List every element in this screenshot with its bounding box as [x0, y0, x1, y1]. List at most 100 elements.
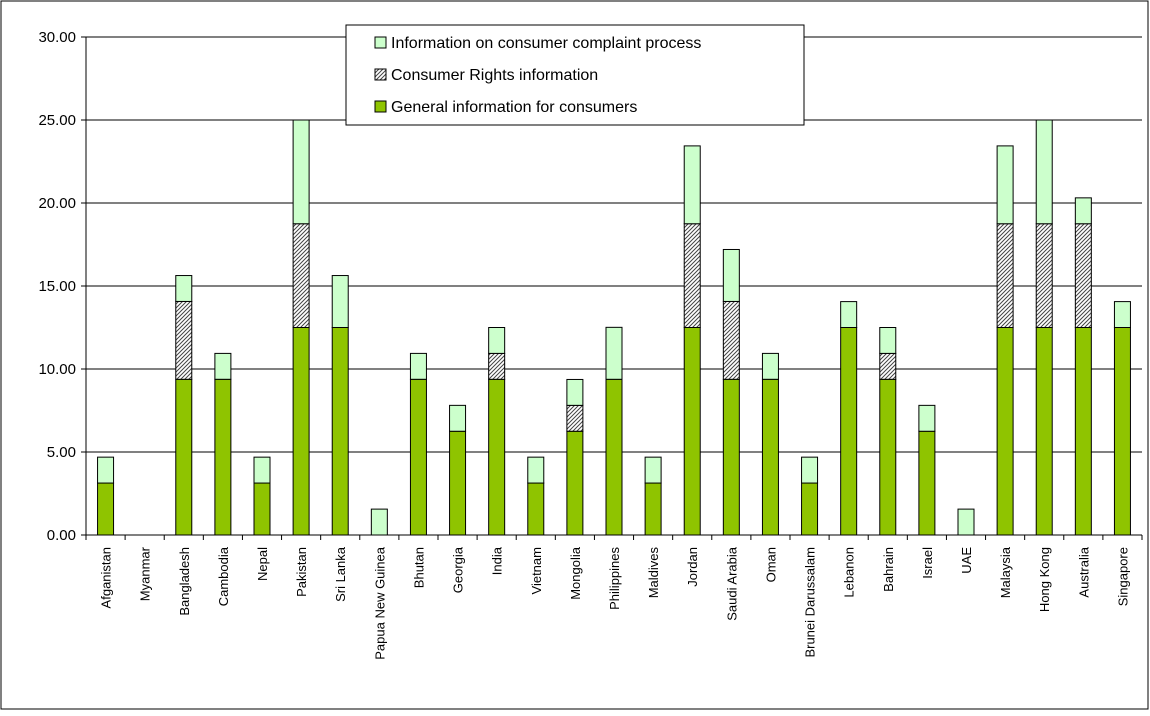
x-tick-label: Afganistan: [99, 547, 114, 608]
x-tick-label: Saudi Arabia: [724, 546, 739, 620]
x-tick-label: Georgia: [451, 546, 466, 593]
bar-segment: [761, 352, 779, 380]
x-tick-label: Bahrain: [881, 547, 896, 592]
bar-segment: [1035, 223, 1053, 328]
bar-segment: [1113, 327, 1131, 536]
y-tick-label: 10.00: [38, 361, 76, 378]
bar-segment: [253, 456, 271, 484]
x-tick-label: Malaysia: [998, 546, 1013, 598]
bar-segment: [370, 508, 388, 536]
x-tick-label: Jordan: [685, 547, 700, 587]
bar-segment: [996, 327, 1014, 536]
bar-segment: [1035, 119, 1053, 225]
bar-segment: [1074, 197, 1092, 225]
bar-segment: [879, 378, 897, 536]
bar-segment: [879, 327, 897, 354]
bar-segment: [488, 352, 506, 380]
bar-segment: [683, 145, 701, 225]
x-tick-label: Brunei Darussalam: [803, 547, 818, 658]
x-tick-label: Bangladesh: [177, 547, 192, 616]
legend-box: [345, 24, 805, 126]
x-tick-label: Nepal: [255, 547, 270, 581]
bar-segment: [449, 404, 467, 432]
bar-segment: [175, 300, 193, 380]
bar-segment: [1035, 327, 1053, 536]
bar-segment: [331, 327, 349, 536]
bar-segment: [292, 119, 310, 225]
x-tick-label: Papua New Guinea: [372, 546, 387, 660]
bar-segment: [527, 456, 545, 484]
bar-segment: [918, 430, 936, 536]
bar-segment: [409, 352, 427, 380]
x-tick-label: UAE: [959, 547, 974, 574]
bar-segment: [996, 145, 1014, 225]
bar-segment: [488, 327, 506, 354]
legend-label: General information for consumers: [391, 99, 637, 116]
x-tick-label: Bhutan: [411, 547, 426, 588]
bars: [97, 119, 1131, 536]
x-tick-label: Vietnam: [529, 547, 544, 594]
bar-segment: [566, 404, 584, 432]
legend-swatch: [374, 68, 387, 81]
bar-segment: [214, 378, 232, 536]
bar-segment: [292, 223, 310, 328]
bar-segment: [566, 378, 584, 406]
x-tick-label: Australia: [1076, 546, 1091, 597]
bar-segment: [214, 352, 232, 380]
bar-segment: [957, 508, 975, 536]
bar-segment: [1074, 327, 1092, 536]
bar-segment: [879, 352, 897, 380]
y-tick-label: 5.00: [47, 444, 76, 461]
x-tick-label: Singapore: [1115, 547, 1130, 606]
legend: Information on consumer complaint proces…: [345, 24, 805, 126]
y-tick-label: 30.00: [38, 29, 76, 46]
bar-segment: [918, 404, 936, 432]
x-tick-label: Maldives: [646, 547, 661, 599]
bar-segment: [605, 378, 623, 536]
y-tick-label: 25.00: [38, 112, 76, 129]
bar-segment: [97, 456, 115, 484]
bar-segment: [253, 482, 271, 536]
x-tick-label: Sri Lanka: [333, 546, 348, 602]
bar-segment: [761, 378, 779, 536]
bar-segment: [527, 482, 545, 536]
legend-label: Consumer Rights information: [391, 67, 598, 84]
bar-segment: [605, 326, 623, 380]
bar-segment: [683, 223, 701, 328]
bar-segment: [409, 378, 427, 536]
bar-segment: [644, 482, 662, 536]
x-tick-label: India: [490, 546, 505, 575]
bar-segment: [722, 248, 740, 302]
bar-segment: [840, 327, 858, 536]
x-tick-label: Philippines: [607, 547, 622, 610]
bar-segment: [331, 275, 349, 328]
legend-swatch: [374, 36, 387, 49]
x-tick-label: Mongolia: [568, 546, 583, 600]
bar-segment: [644, 456, 662, 484]
bar-segment: [1074, 223, 1092, 328]
bar-segment: [996, 223, 1014, 328]
axes: 0.00 5.00 10.00 15.00 20.00 25.00 30.00 Afganis…: [38, 29, 1143, 660]
bar-segment: [1113, 301, 1131, 329]
bar-segment: [683, 327, 701, 536]
bar-segment: [801, 482, 819, 536]
y-tick-label: 20.00: [38, 195, 76, 212]
bar-segment: [292, 327, 310, 536]
x-tick-label: Cambodia: [216, 546, 231, 606]
bar-segment: [801, 456, 819, 484]
bar-segment: [722, 300, 740, 380]
x-tick-label: Israel: [920, 547, 935, 579]
x-tick-label: Pakistan: [294, 547, 309, 597]
bar-segment: [722, 378, 740, 536]
legend-swatch: [374, 100, 387, 113]
x-tick-label: Oman: [763, 547, 778, 582]
bar-segment: [488, 378, 506, 536]
bar-segment: [175, 275, 193, 302]
y-tick-label: 0.00: [47, 527, 76, 544]
x-tick-label: Myanmar: [138, 546, 153, 601]
y-tick-label: 15.00: [38, 278, 76, 295]
bar-segment: [840, 301, 858, 329]
x-tick-label: Hong Kong: [1037, 547, 1052, 612]
